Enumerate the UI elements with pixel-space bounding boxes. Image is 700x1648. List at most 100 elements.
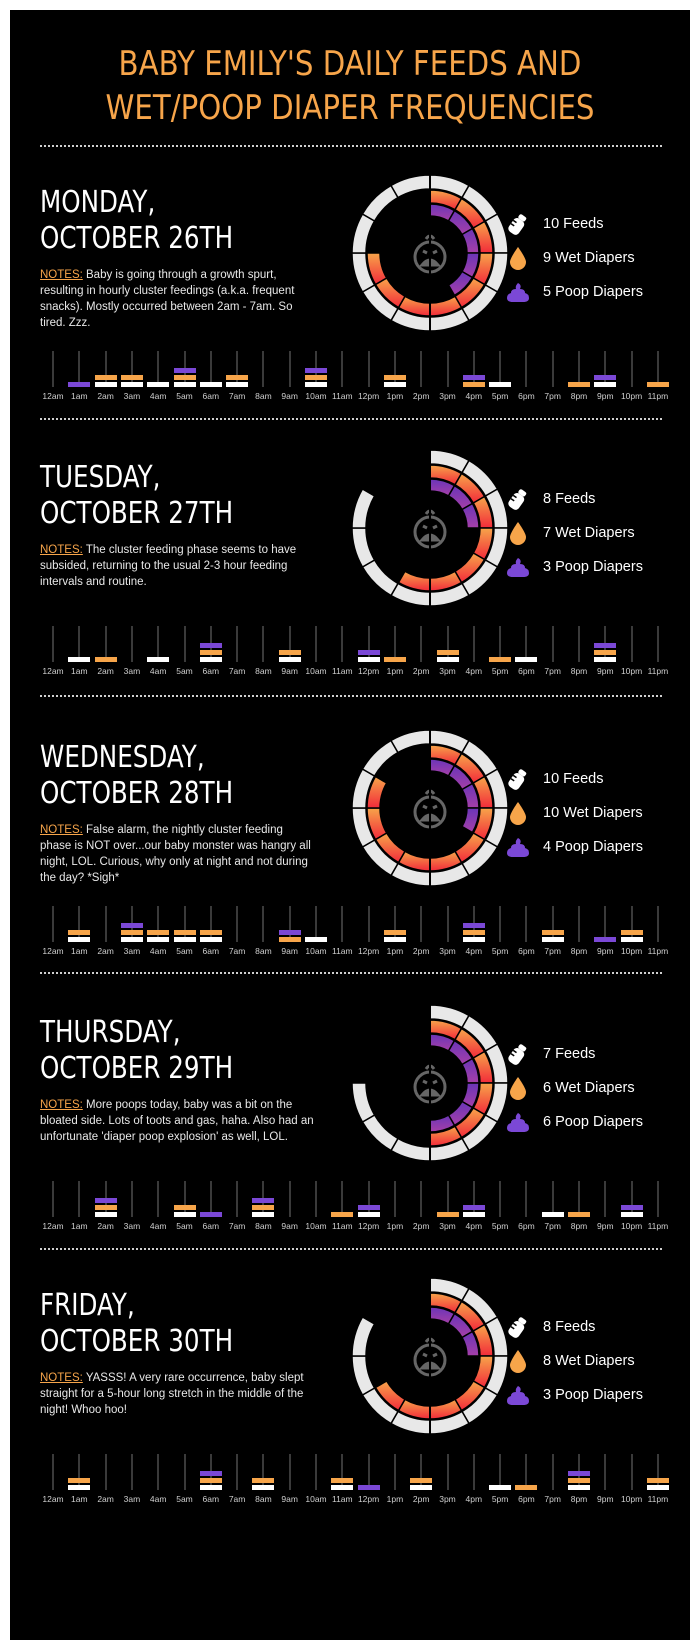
hour-column: 3pm	[435, 345, 461, 405]
hour-gridline	[262, 906, 265, 942]
hour-gridline	[288, 351, 291, 387]
hour-gridline	[420, 906, 423, 942]
hour-label: 11am	[331, 946, 353, 956]
hour-label: 6pm	[518, 1494, 535, 1504]
wet-diaper-block	[383, 375, 406, 380]
hour-label: 9pm	[597, 1494, 614, 1504]
hour-gridline	[236, 351, 239, 387]
feed-block	[331, 1485, 354, 1490]
feed-block	[620, 937, 643, 942]
poop-diaper-block	[252, 1198, 275, 1203]
hour-label: 6am	[202, 946, 220, 956]
notes-label: NOTES:	[40, 824, 83, 836]
hour-column: 4pm	[461, 620, 487, 680]
hour-column: 8am	[250, 1175, 276, 1235]
wet-legend: 9 Wet Diapers	[505, 241, 643, 275]
hour-column: 3am	[119, 345, 145, 405]
poop-diaper-block	[462, 1205, 485, 1210]
hour-label: 3pm	[439, 391, 456, 401]
hour-label: 12am	[42, 1221, 64, 1231]
poop-diaper-block	[357, 1485, 380, 1490]
hour-column: 11am	[329, 345, 355, 405]
day-legend: 10 Feeds 10 Wet Diapers 4 Poop Diapers	[505, 762, 643, 864]
hour-gridline	[157, 1181, 160, 1217]
hour-column: 3pm	[435, 900, 461, 960]
hour-gridline	[446, 1181, 449, 1217]
hour-column: 2am	[93, 1448, 119, 1508]
feed-block	[489, 382, 512, 387]
hour-column: 11am	[329, 620, 355, 680]
hour-gridline	[472, 1454, 475, 1490]
feed-block	[462, 937, 485, 942]
hour-label: 11pm	[647, 1221, 669, 1231]
section-divider	[40, 972, 662, 974]
wet-diaper-block	[462, 382, 485, 387]
poop-count: 4 Poop Diapers	[543, 839, 643, 855]
hour-label: 4am	[149, 666, 167, 676]
hour-column: 5am	[172, 1448, 198, 1508]
hour-column: 4am	[145, 900, 171, 960]
wet-diaper-block	[489, 657, 512, 662]
feed-block	[357, 657, 380, 662]
hour-gridline	[157, 626, 160, 662]
hour-gridline	[393, 1181, 396, 1217]
hour-column: 8am	[250, 345, 276, 405]
feeds-legend: 8 Feeds	[505, 482, 643, 516]
feed-block	[94, 382, 117, 387]
wet-diaper-block	[94, 657, 117, 662]
section-divider	[40, 1248, 662, 1250]
notes-label: NOTES:	[40, 544, 83, 556]
notes-text: Baby is going through a growth spurt, re…	[40, 269, 295, 329]
hour-gridline	[525, 1181, 528, 1217]
hour-label: 5pm	[491, 1494, 509, 1504]
day-notes: NOTES: More poops today, baby was a bit …	[40, 1097, 315, 1145]
hour-label: 8pm	[570, 1221, 588, 1231]
hourly-timeline: 12am 1am 2am 3am 4am 5am 6am 7am 8am	[40, 620, 680, 680]
hour-column: 5am	[172, 620, 198, 680]
day-notes: NOTES: YASSS! A very rare occurrence, ba…	[40, 1370, 315, 1418]
hour-gridline	[157, 1454, 160, 1490]
poop-diaper-block	[199, 1212, 222, 1217]
hour-label: 10am	[305, 1494, 327, 1504]
hour-gridline	[499, 626, 502, 662]
hour-label: 4pm	[465, 1221, 483, 1231]
hour-column: 2pm	[408, 1175, 434, 1235]
hour-gridline	[341, 351, 344, 387]
notes-text: YASSS! A very rare occurrence, baby slep…	[40, 1372, 304, 1416]
hour-column: 6am	[198, 345, 224, 405]
hour-gridline	[52, 1454, 54, 1490]
hour-gridline	[656, 351, 659, 387]
hour-label: 2am	[97, 666, 114, 676]
section-divider	[40, 695, 662, 697]
feed-block	[252, 1485, 275, 1490]
hour-label: 7pm	[544, 391, 561, 401]
droplet-icon	[510, 1077, 526, 1100]
wet-diaper-block	[620, 930, 643, 935]
hour-label: 2am	[97, 1221, 114, 1231]
day-name: FRIDAY,	[40, 1288, 135, 1323]
feeds-legend: 10 Feeds	[505, 762, 643, 796]
hour-column: 4pm	[461, 900, 487, 960]
hour-gridline	[130, 1454, 133, 1490]
wet-diaper-block	[94, 1205, 117, 1210]
notes-label: NOTES:	[40, 269, 83, 281]
hour-label: 7pm	[544, 946, 561, 956]
day-title: WEDNESDAY, OCTOBER 28TH	[40, 740, 233, 812]
poop-legend: 5 Poop Diapers	[505, 275, 643, 309]
hour-column: 9am	[277, 1448, 303, 1508]
hourly-timeline: 12am 1am 2am 3am 4am 5am 6am 7am 8am	[40, 345, 680, 405]
day-section: WEDNESDAY, OCTOBER 28TH NOTES: False ala…	[10, 728, 690, 1010]
wet-diaper-block	[147, 930, 170, 935]
hour-column: 11am	[329, 1448, 355, 1508]
hour-gridline	[499, 351, 502, 387]
hour-label: 1pm	[386, 1494, 404, 1504]
wet-diaper-block	[226, 375, 249, 380]
hour-gridline	[157, 906, 160, 942]
feed-block	[278, 657, 301, 662]
feed-block	[410, 1485, 433, 1490]
hour-gridline	[420, 626, 423, 662]
hour-column: 6am	[198, 900, 224, 960]
hour-label: 6am	[202, 1494, 220, 1504]
hour-column: 3am	[119, 1448, 145, 1508]
feeds-legend: 7 Feeds	[505, 1037, 643, 1071]
